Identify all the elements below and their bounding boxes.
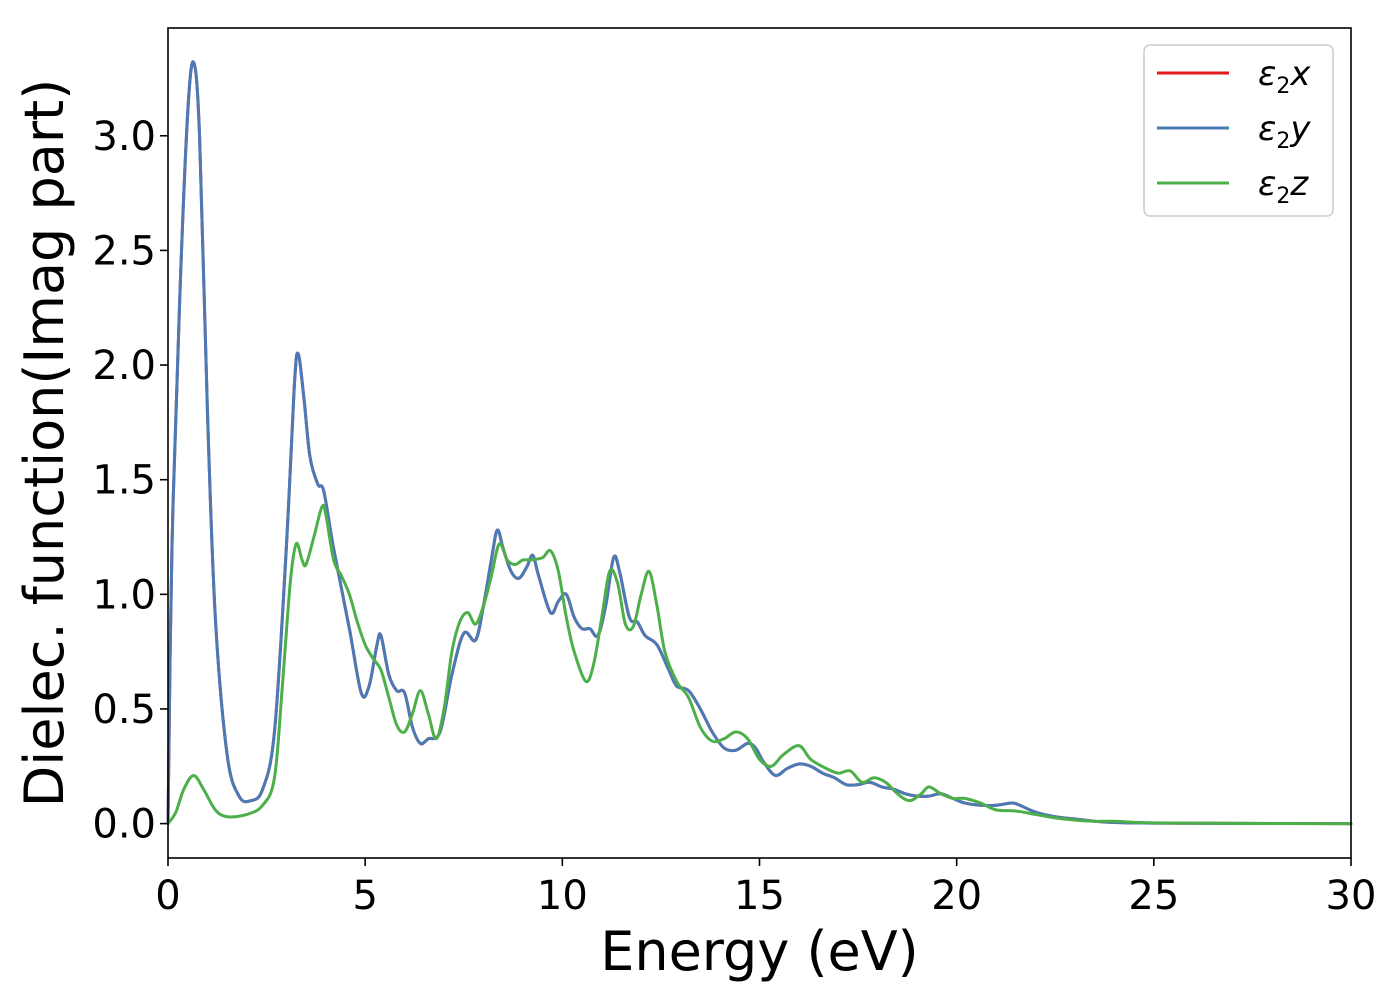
x-tick-label: 5 bbox=[352, 873, 377, 919]
legend-label-z: ε2z bbox=[1258, 164, 1309, 209]
x-tick-label: 0 bbox=[155, 873, 180, 919]
y-axis-ticks: 0.0 0.5 1.0 1.5 2.0 2.5 3.0 bbox=[92, 114, 168, 848]
legend-box bbox=[1143, 44, 1334, 217]
y-tick-label: 3.0 bbox=[92, 114, 156, 160]
x-axis-label: Energy (eV) bbox=[600, 920, 919, 983]
y-axis-label: Dielec. function(Imag part) bbox=[13, 79, 76, 808]
y-tick-label: 2.5 bbox=[92, 228, 156, 274]
x-tick-label: 25 bbox=[1128, 873, 1179, 919]
y-tick-label: 0.5 bbox=[92, 687, 156, 733]
series-line-y bbox=[166, 60, 1353, 826]
x-tick-label: 20 bbox=[931, 873, 982, 919]
legend-label-y: ε2y bbox=[1258, 109, 1311, 154]
legend: ε2x ε2y ε2z bbox=[1143, 44, 1334, 217]
y-tick-label: 1.0 bbox=[92, 572, 156, 618]
x-tick-label: 15 bbox=[734, 873, 785, 919]
series-line-z bbox=[166, 503, 1353, 826]
y-tick-label: 2.0 bbox=[92, 343, 156, 389]
legend-label-x: ε2x bbox=[1258, 54, 1311, 99]
y-tick-label: 1.5 bbox=[92, 458, 156, 504]
x-tick-label: 30 bbox=[1326, 873, 1377, 919]
x-axis-ticks: 0 5 10 15 20 25 30 bbox=[155, 858, 1376, 919]
x-tick-label: 10 bbox=[537, 873, 588, 919]
series-layer bbox=[166, 60, 1353, 826]
y-tick-label: 0.0 bbox=[92, 802, 156, 848]
